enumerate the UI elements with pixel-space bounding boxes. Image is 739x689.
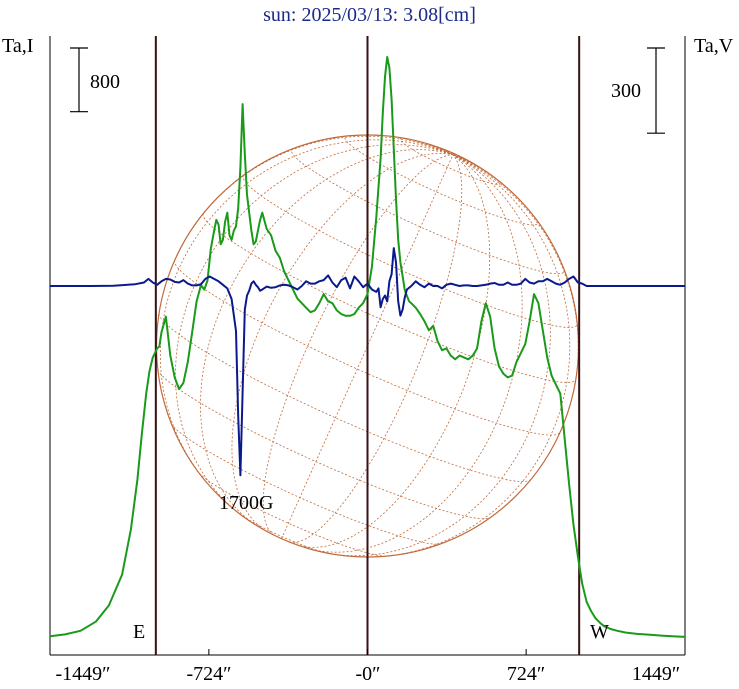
longitude-line	[289, 154, 463, 543]
series-line-stokes-v	[50, 247, 685, 477]
longitude-line	[452, 154, 459, 157]
latitude-line	[399, 137, 501, 185]
latitude-line	[171, 423, 441, 545]
longitude-line	[310, 154, 523, 553]
scale-bar-left-label: 800	[90, 71, 120, 93]
latitude-line	[174, 259, 561, 436]
x-tick-label: 1449″	[631, 663, 681, 685]
longitude-line	[452, 154, 579, 433]
chart-title: sun: 2025/03/13: 3.08[cm]	[263, 4, 476, 26]
latitude-line	[344, 135, 539, 226]
x-tick-label: -1449″	[55, 663, 111, 685]
east-marker: E	[133, 621, 146, 643]
latitude-line	[242, 174, 578, 328]
longitude-line	[281, 154, 454, 539]
x-tick-label: 724″	[506, 663, 546, 685]
data-series	[49, 56, 686, 638]
y-right-label: Ta,V	[694, 35, 734, 57]
latitude-line	[198, 472, 386, 557]
latitude-line	[291, 148, 565, 275]
longitude-line	[175, 144, 454, 515]
longitude-line	[200, 149, 454, 525]
x-tick-label: -724″	[186, 663, 232, 685]
longitude-line	[296, 154, 491, 548]
scale-bar-right-label: 300	[611, 80, 641, 102]
y-left-label: Ta,I	[2, 35, 34, 57]
series-line-stokes-i	[49, 56, 686, 638]
solar-disc-grid	[155, 134, 580, 558]
longitude-line	[159, 139, 454, 482]
latitude-line	[158, 313, 531, 482]
longitude-line	[174, 135, 454, 261]
plot-frame	[49, 36, 686, 656]
x-tick-label: -0″	[355, 663, 381, 685]
latitude-line	[157, 369, 490, 520]
annotation-1700g: 1700G	[219, 492, 274, 514]
longitude-line	[231, 152, 453, 532]
longitude-line	[262, 154, 453, 536]
west-marker: W	[590, 621, 609, 643]
longitude-line	[326, 154, 551, 557]
